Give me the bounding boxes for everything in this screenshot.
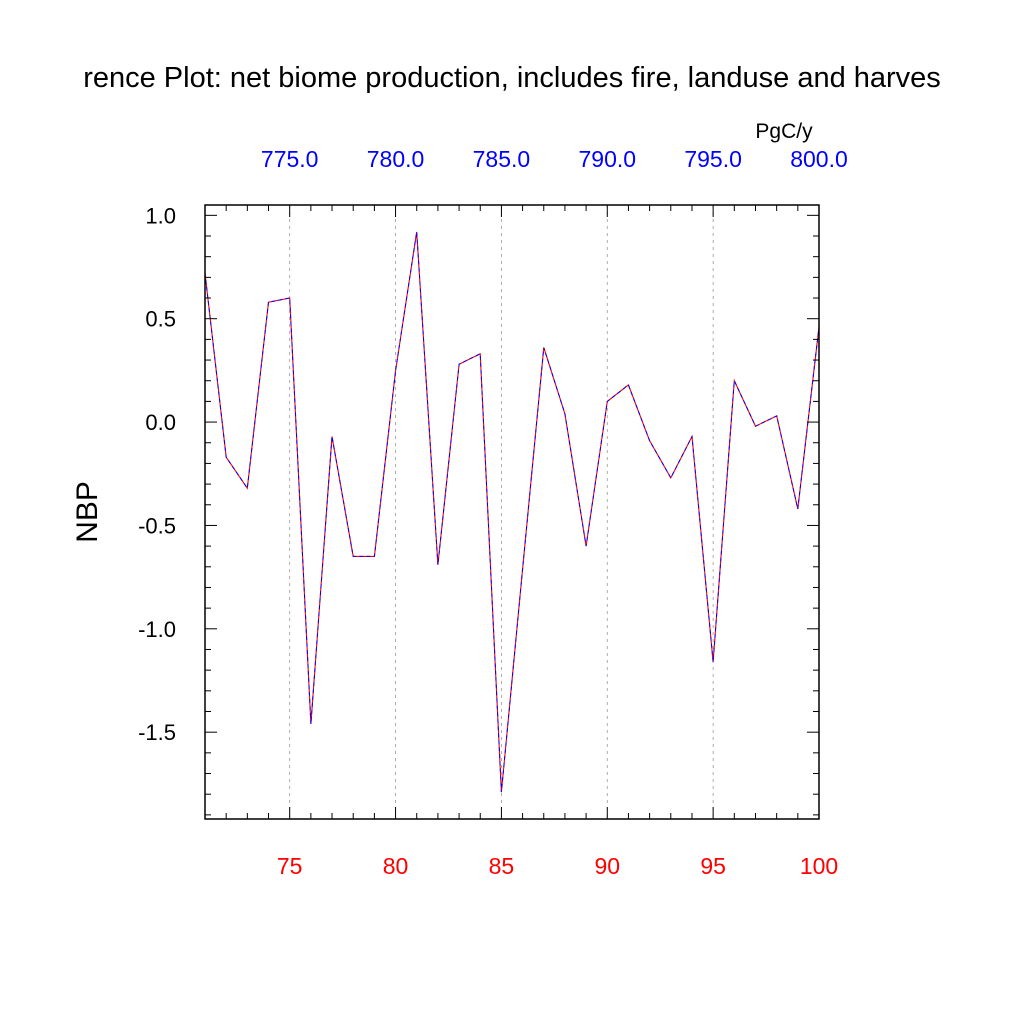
x-tick-label-bottom: 90: [594, 853, 620, 879]
x-tick-label-top: 775.0: [261, 146, 319, 172]
x-tick-label-top: 780.0: [367, 146, 425, 172]
top-axis-units: PgC/y: [755, 120, 813, 143]
x-tick-label-bottom: 85: [489, 853, 515, 879]
ticks-layer: 1.0 0.5 0.0 -0.5 -1.0 -1.5 75 80 85 90 95 100 775.0 7…: [138, 146, 848, 879]
x-tick-label-top: 790.0: [578, 146, 636, 172]
x-tick-label-top: 795.0: [684, 146, 742, 172]
x-tick-label-top: 785.0: [473, 146, 531, 172]
y-tick-label: -0.5: [138, 513, 176, 538]
y-axis-label: NBP: [71, 481, 104, 543]
plot-frame: [204, 204, 820, 820]
x-tick-label-top: 800.0: [790, 146, 848, 172]
y-tick-label: 0.0: [145, 410, 176, 435]
y-tick-label: 0.5: [145, 307, 176, 332]
y-tick-label: -1.0: [138, 617, 176, 642]
series-line-1: [204, 231, 820, 793]
series-line-2: [204, 231, 820, 793]
y-tick-label: -1.5: [138, 720, 176, 745]
y-tick-label: 1.0: [145, 203, 176, 228]
x-tick-label-bottom: 80: [383, 853, 409, 879]
series-layer: [204, 231, 820, 793]
chart-title: rence Plot: net biome production, includ…: [83, 62, 941, 94]
grid-layer: [289, 205, 714, 819]
x-tick-label-bottom: 95: [700, 853, 726, 879]
x-tick-label-bottom: 100: [800, 853, 838, 879]
x-tick-label-bottom: 75: [277, 853, 303, 879]
